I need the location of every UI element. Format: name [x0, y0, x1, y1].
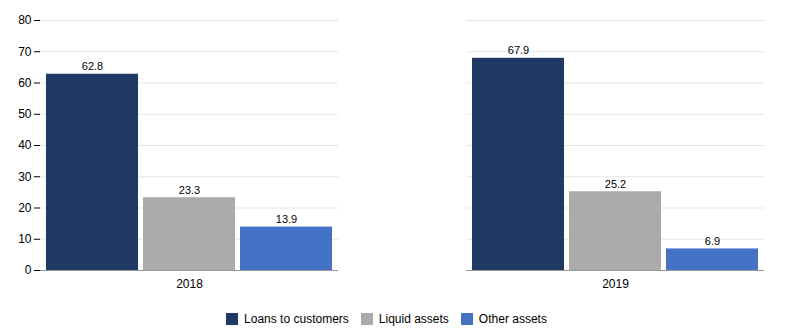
- svg-text:80: 80: [18, 13, 32, 27]
- svg-text:30: 30: [18, 170, 32, 184]
- svg-text:60: 60: [18, 76, 32, 90]
- html-text:Liquid assets: Liquid assets: [378, 311, 449, 326]
- svg-text:0: 0: [25, 263, 32, 277]
- svg-text:6.9: 6.9: [705, 235, 720, 247]
- svg-text:70: 70: [18, 45, 32, 59]
- html-text:Other assets: Other assets: [478, 311, 547, 326]
- svg-text:20: 20: [18, 201, 32, 215]
- svg-text:2018: 2018: [176, 277, 203, 291]
- svg-text:23.3: 23.3: [179, 184, 200, 196]
- svg-text:50: 50: [18, 107, 32, 121]
- svg-text:13.9: 13.9: [276, 213, 297, 225]
- html-text:Loans to customers: Loans to customers: [244, 311, 349, 326]
- svg-text:62.8: 62.8: [82, 60, 103, 72]
- svg-text:40: 40: [18, 138, 32, 152]
- svg-text:10: 10: [18, 232, 32, 246]
- svg-text:25.2: 25.2: [605, 178, 626, 190]
- svg-text:2019: 2019: [602, 277, 629, 291]
- svg-text:67.9: 67.9: [508, 44, 529, 56]
